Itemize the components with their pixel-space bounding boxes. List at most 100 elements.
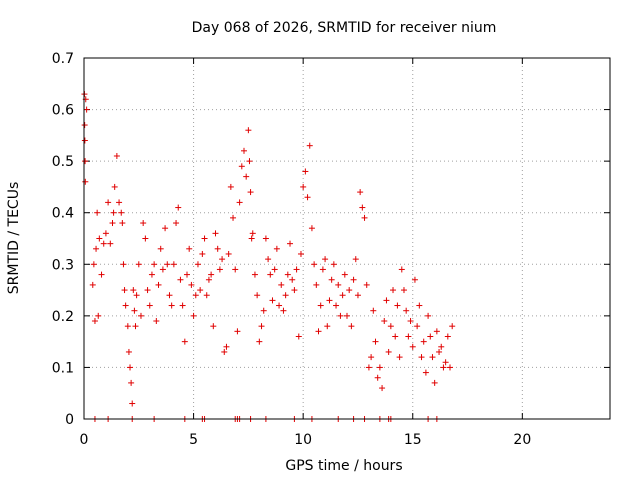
data-point	[199, 250, 206, 257]
data-point	[346, 287, 353, 294]
axis-ticks	[83, 57, 610, 420]
data-point	[440, 364, 447, 371]
data-point	[269, 297, 276, 304]
data-point	[322, 256, 329, 263]
data-point	[175, 204, 182, 211]
data-point	[273, 245, 280, 252]
grid-lines	[84, 58, 610, 419]
data-point	[326, 297, 333, 304]
data-point	[164, 261, 171, 268]
data-point	[262, 235, 269, 242]
y-tick-label: 0.4	[52, 206, 74, 222]
data-point	[201, 235, 208, 242]
data-point	[219, 256, 226, 263]
data-point	[348, 323, 355, 330]
data-point	[418, 354, 425, 361]
data-point	[251, 271, 258, 278]
data-point	[122, 302, 129, 309]
data-point	[278, 281, 285, 288]
data-point	[232, 266, 239, 273]
data-point	[173, 220, 180, 227]
data-point	[102, 230, 109, 237]
data-point	[372, 338, 379, 345]
data-point	[127, 364, 134, 371]
data-point	[302, 168, 309, 175]
data-point	[197, 287, 204, 294]
data-point	[280, 307, 287, 314]
data-point	[116, 199, 123, 206]
data-point	[370, 307, 377, 314]
data-point	[83, 106, 90, 113]
data-point	[392, 333, 399, 340]
data-point	[400, 287, 407, 294]
data-point	[162, 225, 169, 232]
data-point	[94, 209, 101, 216]
data-point	[107, 240, 114, 247]
chart-title: Day 068 of 2026, SRMTID for receiver niu…	[192, 20, 497, 36]
data-point	[246, 158, 253, 165]
data-point	[271, 266, 278, 273]
x-axis-label: GPS time / hours	[285, 458, 402, 474]
data-point	[140, 220, 147, 227]
data-point	[429, 354, 436, 361]
data-point	[293, 266, 300, 273]
data-point	[289, 276, 296, 283]
data-point	[153, 318, 160, 325]
data-point	[142, 235, 149, 242]
data-point	[192, 292, 199, 299]
data-point	[422, 369, 429, 376]
data-point	[230, 214, 237, 221]
data-point	[438, 343, 445, 350]
data-point	[151, 261, 158, 268]
data-point	[100, 240, 107, 247]
y-tick-label: 0	[65, 412, 74, 428]
data-point	[409, 343, 416, 350]
data-point	[91, 318, 98, 325]
data-point	[308, 225, 315, 232]
data-point	[186, 245, 193, 252]
data-point	[177, 276, 184, 283]
data-point	[179, 302, 186, 309]
data-point	[284, 271, 291, 278]
data-point	[190, 312, 197, 319]
data-point	[297, 250, 304, 257]
data-point	[265, 256, 272, 263]
data-point	[352, 256, 359, 263]
data-point	[110, 209, 117, 216]
data-point	[81, 122, 88, 129]
data-point	[129, 400, 136, 407]
data-point	[95, 312, 102, 319]
data-point	[420, 338, 427, 345]
data-point	[247, 189, 254, 196]
data-point	[82, 158, 89, 165]
data-point	[350, 276, 357, 283]
data-point	[225, 250, 232, 257]
data-point	[181, 338, 188, 345]
data-point	[385, 348, 392, 355]
data-point	[394, 302, 401, 309]
data-point	[414, 323, 421, 330]
data-point	[433, 328, 440, 335]
data-point	[216, 266, 223, 273]
data-point	[203, 292, 210, 299]
data-point	[390, 287, 397, 294]
data-point	[105, 199, 112, 206]
data-point	[291, 287, 298, 294]
data-point	[267, 271, 274, 278]
data-point	[276, 302, 283, 309]
data-point	[306, 142, 313, 149]
data-point	[166, 292, 173, 299]
data-point	[133, 292, 140, 299]
y-tick-label: 0.1	[52, 360, 74, 376]
data-point	[227, 183, 234, 190]
data-point	[240, 147, 247, 154]
x-tick-label: 10	[294, 432, 312, 448]
data-point	[363, 281, 370, 288]
data-point	[365, 364, 372, 371]
y-tick-label: 0.3	[52, 257, 74, 273]
y-tick-label: 0.7	[52, 51, 74, 67]
data-point	[300, 183, 307, 190]
data-point	[184, 271, 191, 278]
data-point	[330, 261, 337, 268]
data-point	[383, 297, 390, 304]
